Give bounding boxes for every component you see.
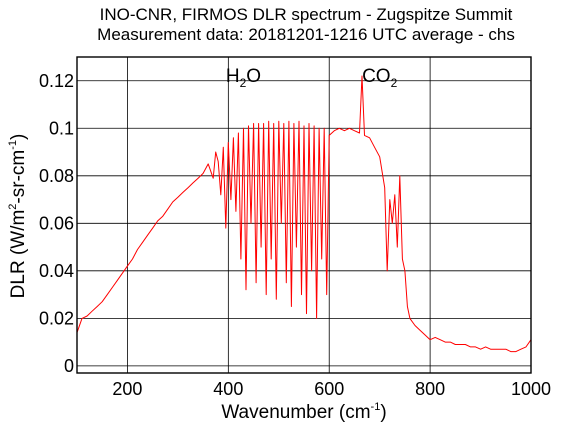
- x-tick-label: 1000: [511, 379, 551, 399]
- y-tick-label: 0.06: [39, 213, 74, 233]
- co2-annotation: CO2: [362, 66, 398, 90]
- y-tick-label: 0.08: [39, 166, 74, 186]
- x-axis-label: Wavenumber (cm-1): [221, 401, 386, 423]
- x-tick-label: 800: [415, 379, 445, 399]
- y-tick-label: 0: [64, 356, 74, 376]
- x-tick-label: 200: [112, 379, 142, 399]
- dlr-series-line: [76, 75, 532, 353]
- y-tick-label: 0.1: [49, 118, 74, 138]
- chart-title: INO-CNR, FIRMOS DLR spectrum - Zugspitze…: [100, 5, 513, 24]
- y-tick-label: 0.12: [39, 71, 74, 91]
- grid: [77, 57, 532, 373]
- h2o-annotation: H2O: [226, 66, 261, 90]
- series-layer: [76, 75, 532, 353]
- y-tick-label: 0.02: [39, 308, 74, 328]
- ticks: 200 400 600 800 1000 0 0.02 0.04 0.06 0.08 0.1 0.12: [39, 71, 551, 399]
- plot-frame: [76, 56, 532, 374]
- x-tick-label: 400: [213, 379, 243, 399]
- x-tick-label: 600: [314, 379, 344, 399]
- y-tick-label: 0.04: [39, 261, 74, 281]
- chart-subtitle: Measurement data: 20181201-1216 UTC aver…: [97, 25, 515, 44]
- y-axis-label: DLR (W/m2-sr-cm-1): [7, 134, 29, 299]
